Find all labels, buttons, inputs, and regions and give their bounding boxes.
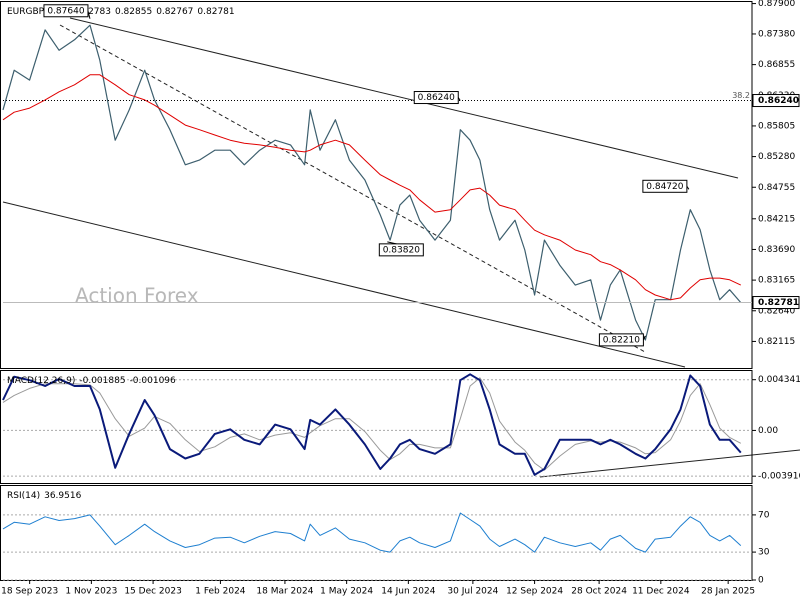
y-tick-label: -0.003916 bbox=[758, 472, 800, 482]
annotation-box bbox=[598, 333, 644, 347]
annotation-label: 0.87640 bbox=[47, 6, 84, 16]
header-value: -0.001885 bbox=[79, 376, 125, 386]
x-tick-label: 18 Sep 2023 bbox=[1, 587, 58, 597]
pane-header: RSI(14) 36.9516 bbox=[7, 491, 82, 501]
y-tick-label: 0.85805 bbox=[758, 121, 795, 131]
y-tick-label: 0.004341 bbox=[758, 375, 800, 385]
header-value: 0.82767 bbox=[156, 7, 193, 17]
x-tick-label: 30 Jul 2024 bbox=[447, 587, 498, 597]
x-tick-label: 28 Oct 2024 bbox=[571, 587, 627, 597]
y-tick-label: 0.00 bbox=[758, 426, 778, 436]
y-tick-label: 0.84755 bbox=[758, 183, 795, 193]
last-price-label: 0.82781 bbox=[758, 298, 799, 308]
channel-lines bbox=[2, 17, 800, 478]
fib-tag bbox=[752, 94, 800, 108]
y-tick-label: 0.82115 bbox=[758, 337, 795, 347]
x-tick-label: 14 Jun 2024 bbox=[381, 587, 435, 597]
pane-title: RSI(14) bbox=[7, 491, 40, 501]
x-tick-label: 11 Dec 2024 bbox=[632, 587, 690, 597]
watermark: Action Forex bbox=[75, 284, 199, 308]
x-tick-label: 28 Jan 2025 bbox=[701, 587, 755, 597]
header-value: 0.82855 bbox=[115, 7, 152, 17]
annotation-box bbox=[378, 243, 424, 257]
y-tick-label: 0 bbox=[758, 576, 764, 586]
y-tick-label: 30 bbox=[758, 548, 770, 558]
y-tick-label: 0.87900 bbox=[758, 0, 795, 9]
x-tick-label: 1 Nov 2023 bbox=[65, 587, 117, 597]
x-tick-label: 1 May 2024 bbox=[320, 587, 373, 597]
pane-header: MACD(12,26,9) -0.001885 -0.001096 bbox=[7, 376, 176, 386]
y-tick-label: 0.82640 bbox=[758, 306, 795, 316]
y-tick-label: 70 bbox=[758, 510, 770, 520]
channel-lower bbox=[2, 201, 686, 368]
x-tick-label: 1 Feb 2024 bbox=[195, 587, 246, 597]
y-tick-label: 0.84215 bbox=[758, 214, 795, 224]
y-tick-label: 0.86855 bbox=[758, 60, 795, 70]
fib-tag-label: 0.86240 bbox=[758, 96, 799, 106]
annotation-label: 0.83820 bbox=[383, 245, 420, 255]
annotation-label: 0.82210 bbox=[603, 335, 640, 345]
pane-title: MACD(12,26,9) bbox=[7, 376, 75, 386]
annotation-box bbox=[642, 179, 688, 193]
series-line bbox=[2, 74, 742, 301]
header-value: -0.001096 bbox=[130, 376, 176, 386]
annotation-label: 0.86240 bbox=[418, 93, 455, 103]
channel-upper bbox=[69, 17, 739, 179]
header-value: 0.82781 bbox=[197, 7, 234, 17]
last-price-tag bbox=[752, 296, 800, 310]
x-tick-label: 15 Dec 2023 bbox=[124, 587, 182, 597]
pane-header: EURGBP,Daily 0.82783 0.82855 0.82767 0.82781 bbox=[7, 7, 235, 17]
y-tick-label: 0.83165 bbox=[758, 276, 795, 286]
annotation-box bbox=[43, 4, 89, 18]
annotation-label: 0.84720 bbox=[646, 182, 683, 192]
header-value: 36.9516 bbox=[44, 491, 81, 501]
x-tick-label: 12 Sep 2024 bbox=[506, 587, 563, 597]
series-line bbox=[2, 377, 742, 471]
pane-frame bbox=[0, 370, 753, 484]
x-tick-label: 18 Mar 2024 bbox=[256, 587, 313, 597]
annotation-box bbox=[413, 91, 459, 105]
pane-frame bbox=[0, 1, 753, 369]
y-tick-label: 0.87380 bbox=[758, 29, 795, 39]
fib-name: 38.2 bbox=[732, 91, 750, 100]
series-line bbox=[2, 24, 742, 341]
y-tick-label: 0.83690 bbox=[758, 245, 795, 255]
y-tick-label: 0.85280 bbox=[758, 152, 795, 162]
series-line bbox=[2, 512, 742, 553]
macd-trend bbox=[539, 449, 800, 478]
series-line bbox=[2, 373, 742, 476]
header-value: 0.82783 bbox=[74, 7, 111, 17]
pane-title: EURGBP,Daily bbox=[7, 7, 70, 17]
